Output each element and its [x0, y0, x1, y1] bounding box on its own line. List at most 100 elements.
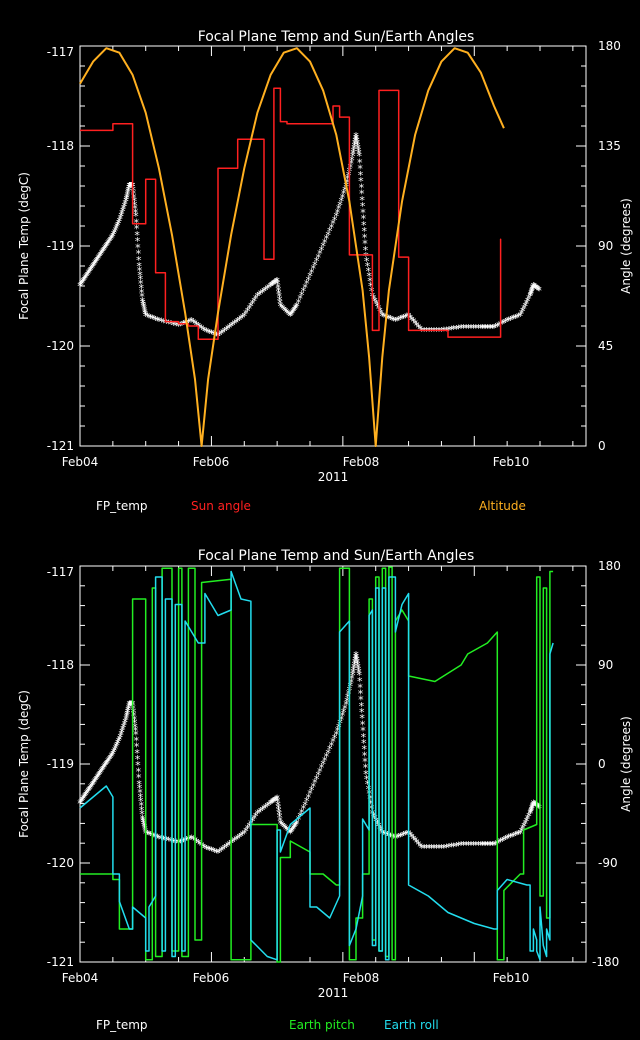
- fp-temp-point: *: [98, 767, 104, 780]
- fp-temp-point: *: [338, 713, 344, 726]
- fp-temp-point: *: [168, 318, 174, 331]
- fp-temp-point: *: [360, 718, 366, 731]
- x-tick-label: Feb04: [62, 455, 99, 469]
- fp-temp-point: *: [388, 313, 394, 326]
- fp-temp-point: *: [273, 794, 279, 807]
- fp-temp-point: *: [429, 842, 435, 855]
- fp-temp-point: *: [104, 239, 110, 252]
- fp-temp-point: *: [120, 205, 126, 218]
- fp-temp-point: *: [189, 832, 195, 845]
- fp-temp-point: *: [81, 275, 87, 288]
- fp-temp-point: *: [506, 832, 512, 845]
- fp-temp-point: *: [381, 828, 387, 841]
- fp-temp-point: *: [468, 839, 474, 852]
- y-axis-label: Focal Plane Temp (degC): [17, 172, 31, 320]
- fp-temp-point: *: [416, 321, 422, 334]
- fp-temp-point: *: [289, 825, 295, 838]
- fp-temp-point: *: [334, 210, 340, 223]
- fp-temp-point: *: [191, 316, 197, 329]
- fp-temp-point: *: [127, 180, 133, 193]
- fp-temp-point: *: [88, 782, 94, 795]
- fp-temp-point: *: [458, 322, 464, 335]
- fp-temp-point: *: [260, 286, 266, 299]
- fp-temp-point: *: [340, 191, 346, 204]
- fp-temp-point: *: [463, 322, 469, 335]
- fp-temp-point: *: [135, 235, 141, 248]
- fp-temp-point: *: [114, 739, 120, 752]
- y2-tick-label: 45: [598, 339, 613, 353]
- y2-tick-label: 90: [598, 239, 613, 253]
- fp-temp-point: *: [77, 280, 83, 293]
- fp-temp-point: *: [99, 246, 105, 259]
- fp-temp-point: *: [522, 300, 528, 313]
- fp-temp-point: *: [92, 775, 98, 788]
- fp-temp-point: *: [268, 280, 274, 293]
- fp-temp-point: *: [112, 744, 118, 757]
- fp-temp-point: *: [246, 820, 252, 833]
- fp-temp-point: *: [343, 699, 349, 712]
- x-tick-label: Feb06: [193, 971, 230, 985]
- fp-temp-point: *: [153, 314, 159, 327]
- fp-temp-point: *: [89, 263, 95, 276]
- fp-temp-point: *: [530, 800, 536, 813]
- fp-temp-point: *: [125, 188, 131, 201]
- fp-temp-point: *: [96, 251, 102, 264]
- fp-temp-point: *: [141, 299, 147, 312]
- fp-temp-point: *: [499, 835, 505, 848]
- fp-temp-point: *: [113, 741, 119, 754]
- fp-temp-point: *: [439, 842, 445, 855]
- fp-temp-point: *: [439, 325, 445, 338]
- fp-temp-point: *: [426, 842, 432, 855]
- fp-temp-point: *: [251, 812, 257, 825]
- fp-temp-point: *: [350, 150, 356, 163]
- fp-temp-point: *: [373, 298, 379, 311]
- fp-temp-point: *: [320, 240, 326, 253]
- fp-temp-point: *: [412, 835, 418, 848]
- fp-temp-point: *: [451, 323, 457, 336]
- fp-temp-point: *: [142, 822, 148, 835]
- fp-temp-point: *: [499, 318, 505, 331]
- fp-temp-point: *: [485, 839, 491, 852]
- fp-temp-point: *: [496, 837, 502, 850]
- fp-temp-point: *: [145, 311, 151, 324]
- fp-temp-point: *: [521, 820, 527, 833]
- fp-temp-point: *: [121, 721, 127, 734]
- fp-temp-point: *: [205, 326, 211, 339]
- fp-temp-point: *: [407, 312, 413, 325]
- fp-temp-point: *: [351, 143, 357, 156]
- fp-temp-point: *: [367, 793, 373, 806]
- fp-temp-point: *: [138, 282, 144, 295]
- fp-temp-point: *: [299, 806, 305, 819]
- fp-temp-point: *: [103, 241, 109, 254]
- fp-temp-point: *: [364, 773, 370, 786]
- fp-temp-point: *: [276, 802, 282, 815]
- fp-temp-point: *: [329, 739, 335, 752]
- fp-temp-point: *: [319, 244, 325, 257]
- fp-temp-point: *: [362, 749, 368, 762]
- fp-temp-point: *: [173, 837, 179, 850]
- fp-temp-point: *: [363, 250, 369, 263]
- fp-temp-point: *: [142, 306, 148, 319]
- fp-temp-point: *: [436, 842, 442, 855]
- fp-temp-point: *: [529, 285, 535, 298]
- fp-temp-point: *: [253, 810, 259, 823]
- fp-temp-point: *: [286, 309, 292, 322]
- fp-temp-point: *: [150, 313, 156, 326]
- fp-temp-point: *: [84, 270, 90, 283]
- fp-temp-point: *: [307, 270, 313, 283]
- fp-temp-point: *: [141, 816, 147, 829]
- fp-temp-point: *: [141, 303, 147, 316]
- fp-temp-point: *: [113, 224, 119, 237]
- fp-temp-point: *: [341, 188, 347, 201]
- fp-temp-point: *: [135, 753, 141, 766]
- fp-temp-point: *: [357, 156, 363, 169]
- fp-temp-point: *: [104, 240, 110, 253]
- fp-temp-point: *: [132, 717, 138, 730]
- fp-temp-point: *: [275, 796, 281, 809]
- fp-temp-point: *: [219, 845, 225, 858]
- fp-temp-point: *: [377, 822, 383, 835]
- fp-temp-point: *: [261, 803, 267, 816]
- fp-temp-point: *: [133, 210, 139, 223]
- fp-temp-point: *: [161, 833, 167, 846]
